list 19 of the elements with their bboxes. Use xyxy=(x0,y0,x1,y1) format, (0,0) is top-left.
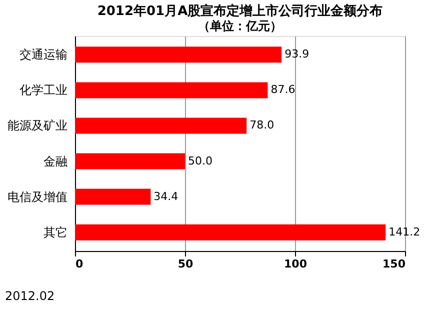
chart-title: 2012年01月A股宣布定增上市公司行业金额分布 xyxy=(97,3,383,19)
y-tick-label: 化学工业 xyxy=(20,83,68,98)
y-tick-label: 电信及增值 xyxy=(8,190,68,204)
data-label: 50.0 xyxy=(188,154,212,168)
x-tick-label: 50 xyxy=(178,258,194,270)
y-tick-label: 交通运输 xyxy=(20,48,68,62)
x-tick-label: 150 xyxy=(382,258,406,270)
x-tick-label: 100 xyxy=(284,258,308,270)
x-tick-label: 0 xyxy=(76,258,84,270)
y-tick-label: 能源及矿业 xyxy=(8,118,68,133)
data-label: 141.2 xyxy=(388,225,420,238)
data-label: 93.9 xyxy=(284,48,310,61)
y-tick-label: 其它 xyxy=(44,225,68,240)
data-label: 34.4 xyxy=(154,190,178,203)
y-tick-label: 金融 xyxy=(44,154,68,168)
chart-subtitle: （单位：亿元） xyxy=(198,19,282,33)
text: 2012.02 xyxy=(5,289,55,303)
data-label: 78.0 xyxy=(250,118,274,132)
data-label: 87.6 xyxy=(270,83,296,96)
